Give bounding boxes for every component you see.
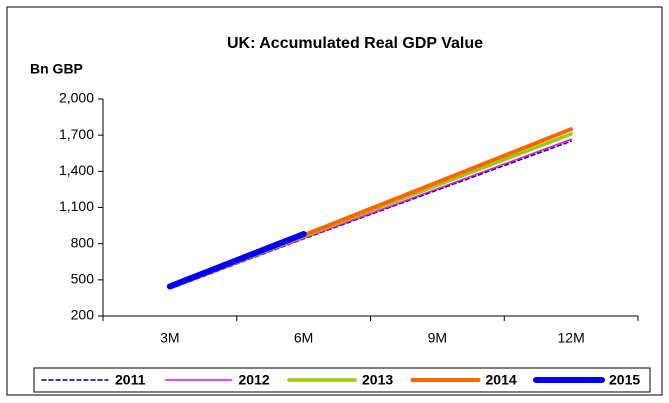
y-tick-label: 1,100 (59, 198, 94, 214)
y-tick-label: 200 (71, 307, 95, 323)
y-tick-label: 2,000 (59, 90, 94, 106)
y-tick-label: 500 (71, 271, 95, 287)
y-tick-label: 800 (71, 234, 95, 250)
legend-label: 2014 (486, 372, 517, 388)
y-axis-label: Bn GBP (30, 61, 83, 77)
x-tick-label: 3M (160, 330, 179, 346)
series-line (166, 231, 307, 290)
x-tick-label: 6M (294, 330, 313, 346)
x-tick-label: 9M (428, 330, 447, 346)
y-tick-label: 1,400 (59, 162, 94, 178)
legend-label: 2013 (362, 372, 393, 388)
chart-frame (6, 6, 663, 396)
y-tick-label: 1,700 (59, 126, 94, 142)
legend-label: 2015 (609, 372, 640, 388)
x-tick-label: 12M (558, 330, 585, 346)
legend-box (33, 367, 651, 393)
legend-label: 2012 (239, 372, 270, 388)
chart-title: UK: Accumulated Real GDP Value (227, 35, 483, 52)
legend-label: 2011 (115, 372, 146, 388)
